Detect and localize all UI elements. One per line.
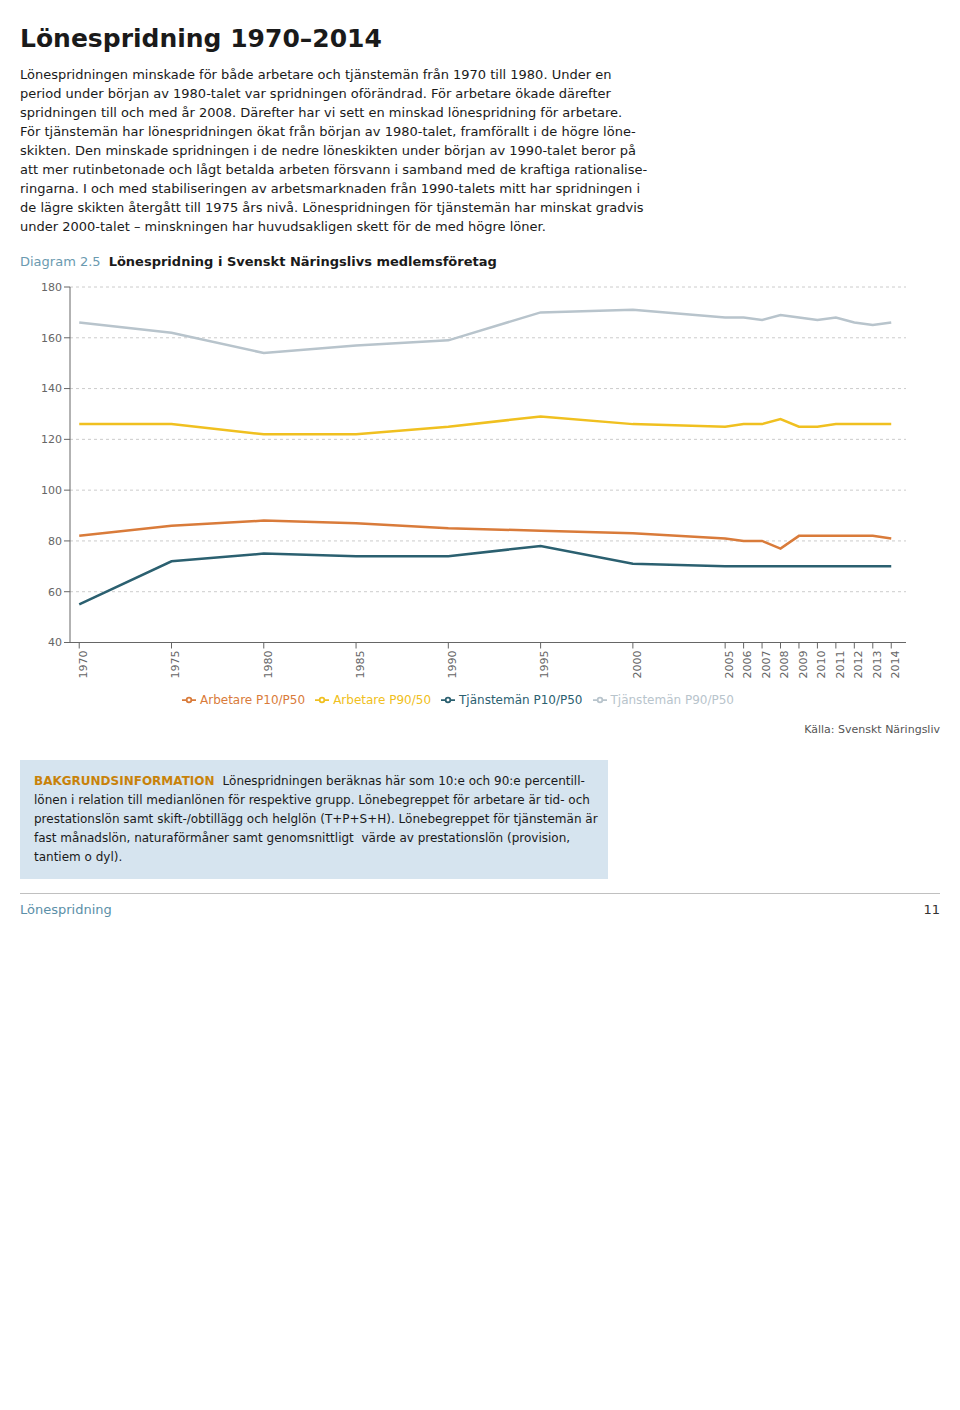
svg-text:2013: 2013	[871, 651, 884, 679]
svg-text:120: 120	[41, 433, 62, 446]
svg-text:1990: 1990	[446, 651, 459, 679]
svg-text:160: 160	[41, 332, 62, 345]
html-text:Lönespridningen beräknas här s: Lönespridningen beräknas här som 10:e oc…	[222, 774, 585, 788]
html-text:lönen i relation till medianlö: lönen i relation till medianlönen för re…	[34, 793, 590, 807]
svg-text:2009: 2009	[797, 651, 810, 679]
html-text:Lönespridning: Lönespridning	[20, 902, 112, 917]
svg-text:1995: 1995	[538, 651, 551, 679]
html-text:fast månadslön, naturaförmåner: fast månadslön, naturaförmåner samt geno…	[34, 831, 571, 845]
html-text:tantiem o dyl).: tantiem o dyl).	[34, 850, 123, 864]
html-text:För tjänstemän har lönespridni: För tjänstemän har lönespridningen ökat …	[20, 124, 636, 139]
svg-text:1985: 1985	[354, 651, 367, 679]
svg-text:2012: 2012	[852, 651, 865, 679]
html-text:Diagram 2.5: Diagram 2.5	[20, 254, 101, 269]
html-text:de lägre skikten återgått till: de lägre skikten återgått till 1975 års …	[20, 200, 644, 215]
html-text:11: 11	[923, 902, 940, 917]
html-text:under 2000-talet – minskningen: under 2000-talet – minskningen har huvud…	[20, 219, 546, 234]
svg-text:140: 140	[41, 382, 62, 395]
svg-text:180: 180	[41, 281, 62, 294]
html-text:BAKGRUNDSINFORMATION: BAKGRUNDSINFORMATION	[34, 774, 215, 788]
html-text:skikten. Den minskade spridnin: skikten. Den minskade spridningen i de n…	[20, 143, 636, 158]
html-text:Lönespridning i Svenskt Näring: Lönespridning i Svenskt Näringslivs medl…	[108, 254, 497, 269]
svg-text:2011: 2011	[834, 651, 847, 679]
svg-text:2008: 2008	[778, 651, 791, 679]
html-text:att mer rutinbetonade och lågt: att mer rutinbetonade och lågt betalda a…	[20, 162, 648, 177]
svg-text:40: 40	[48, 636, 62, 649]
html-text:Arbetare P10/P50: Arbetare P10/P50	[200, 692, 306, 707]
html-text:Tjänstemän P90/P50: Tjänstemän P90/P50	[610, 692, 734, 707]
html-text:ringarna. I och med stabiliser: ringarna. I och med stabiliseringen av a…	[20, 181, 641, 196]
svg-text:100: 100	[41, 484, 62, 497]
html-text:spridningen till och med år 20: spridningen till och med år 2008. Däreft…	[20, 105, 623, 120]
svg-text:60: 60	[48, 586, 62, 599]
svg-text:2000: 2000	[631, 651, 644, 679]
html-text:Källa: Svenskt Näringsliv: Källa: Svenskt Näringsliv	[804, 723, 940, 736]
svg-text:1980: 1980	[262, 651, 275, 679]
html-text:period under början av 1980-ta: period under början av 1980-talet var sp…	[20, 86, 611, 101]
svg-text:2014: 2014	[889, 651, 902, 679]
svg-text:2010: 2010	[815, 651, 828, 679]
html-text:Lönespridning 1970–2014: Lönespridning 1970–2014	[20, 24, 382, 53]
svg-text:1975: 1975	[169, 651, 182, 679]
svg-text:80: 80	[48, 535, 62, 548]
html-text:Lönespridningen minskade för b: Lönespridningen minskade för både arbeta…	[20, 67, 612, 82]
html-text:prestationslön samt skift-/obt: prestationslön samt skift-/obtillägg och…	[34, 812, 598, 826]
svg-text:2007: 2007	[760, 651, 773, 679]
html-text:Arbetare P90/50: Arbetare P90/50	[333, 692, 431, 707]
svg-text:1970: 1970	[77, 651, 90, 679]
html-text:Tjänstemän P10/P50: Tjänstemän P10/P50	[459, 692, 583, 707]
svg-text:2006: 2006	[741, 651, 754, 679]
svg-text:2005: 2005	[723, 651, 736, 679]
